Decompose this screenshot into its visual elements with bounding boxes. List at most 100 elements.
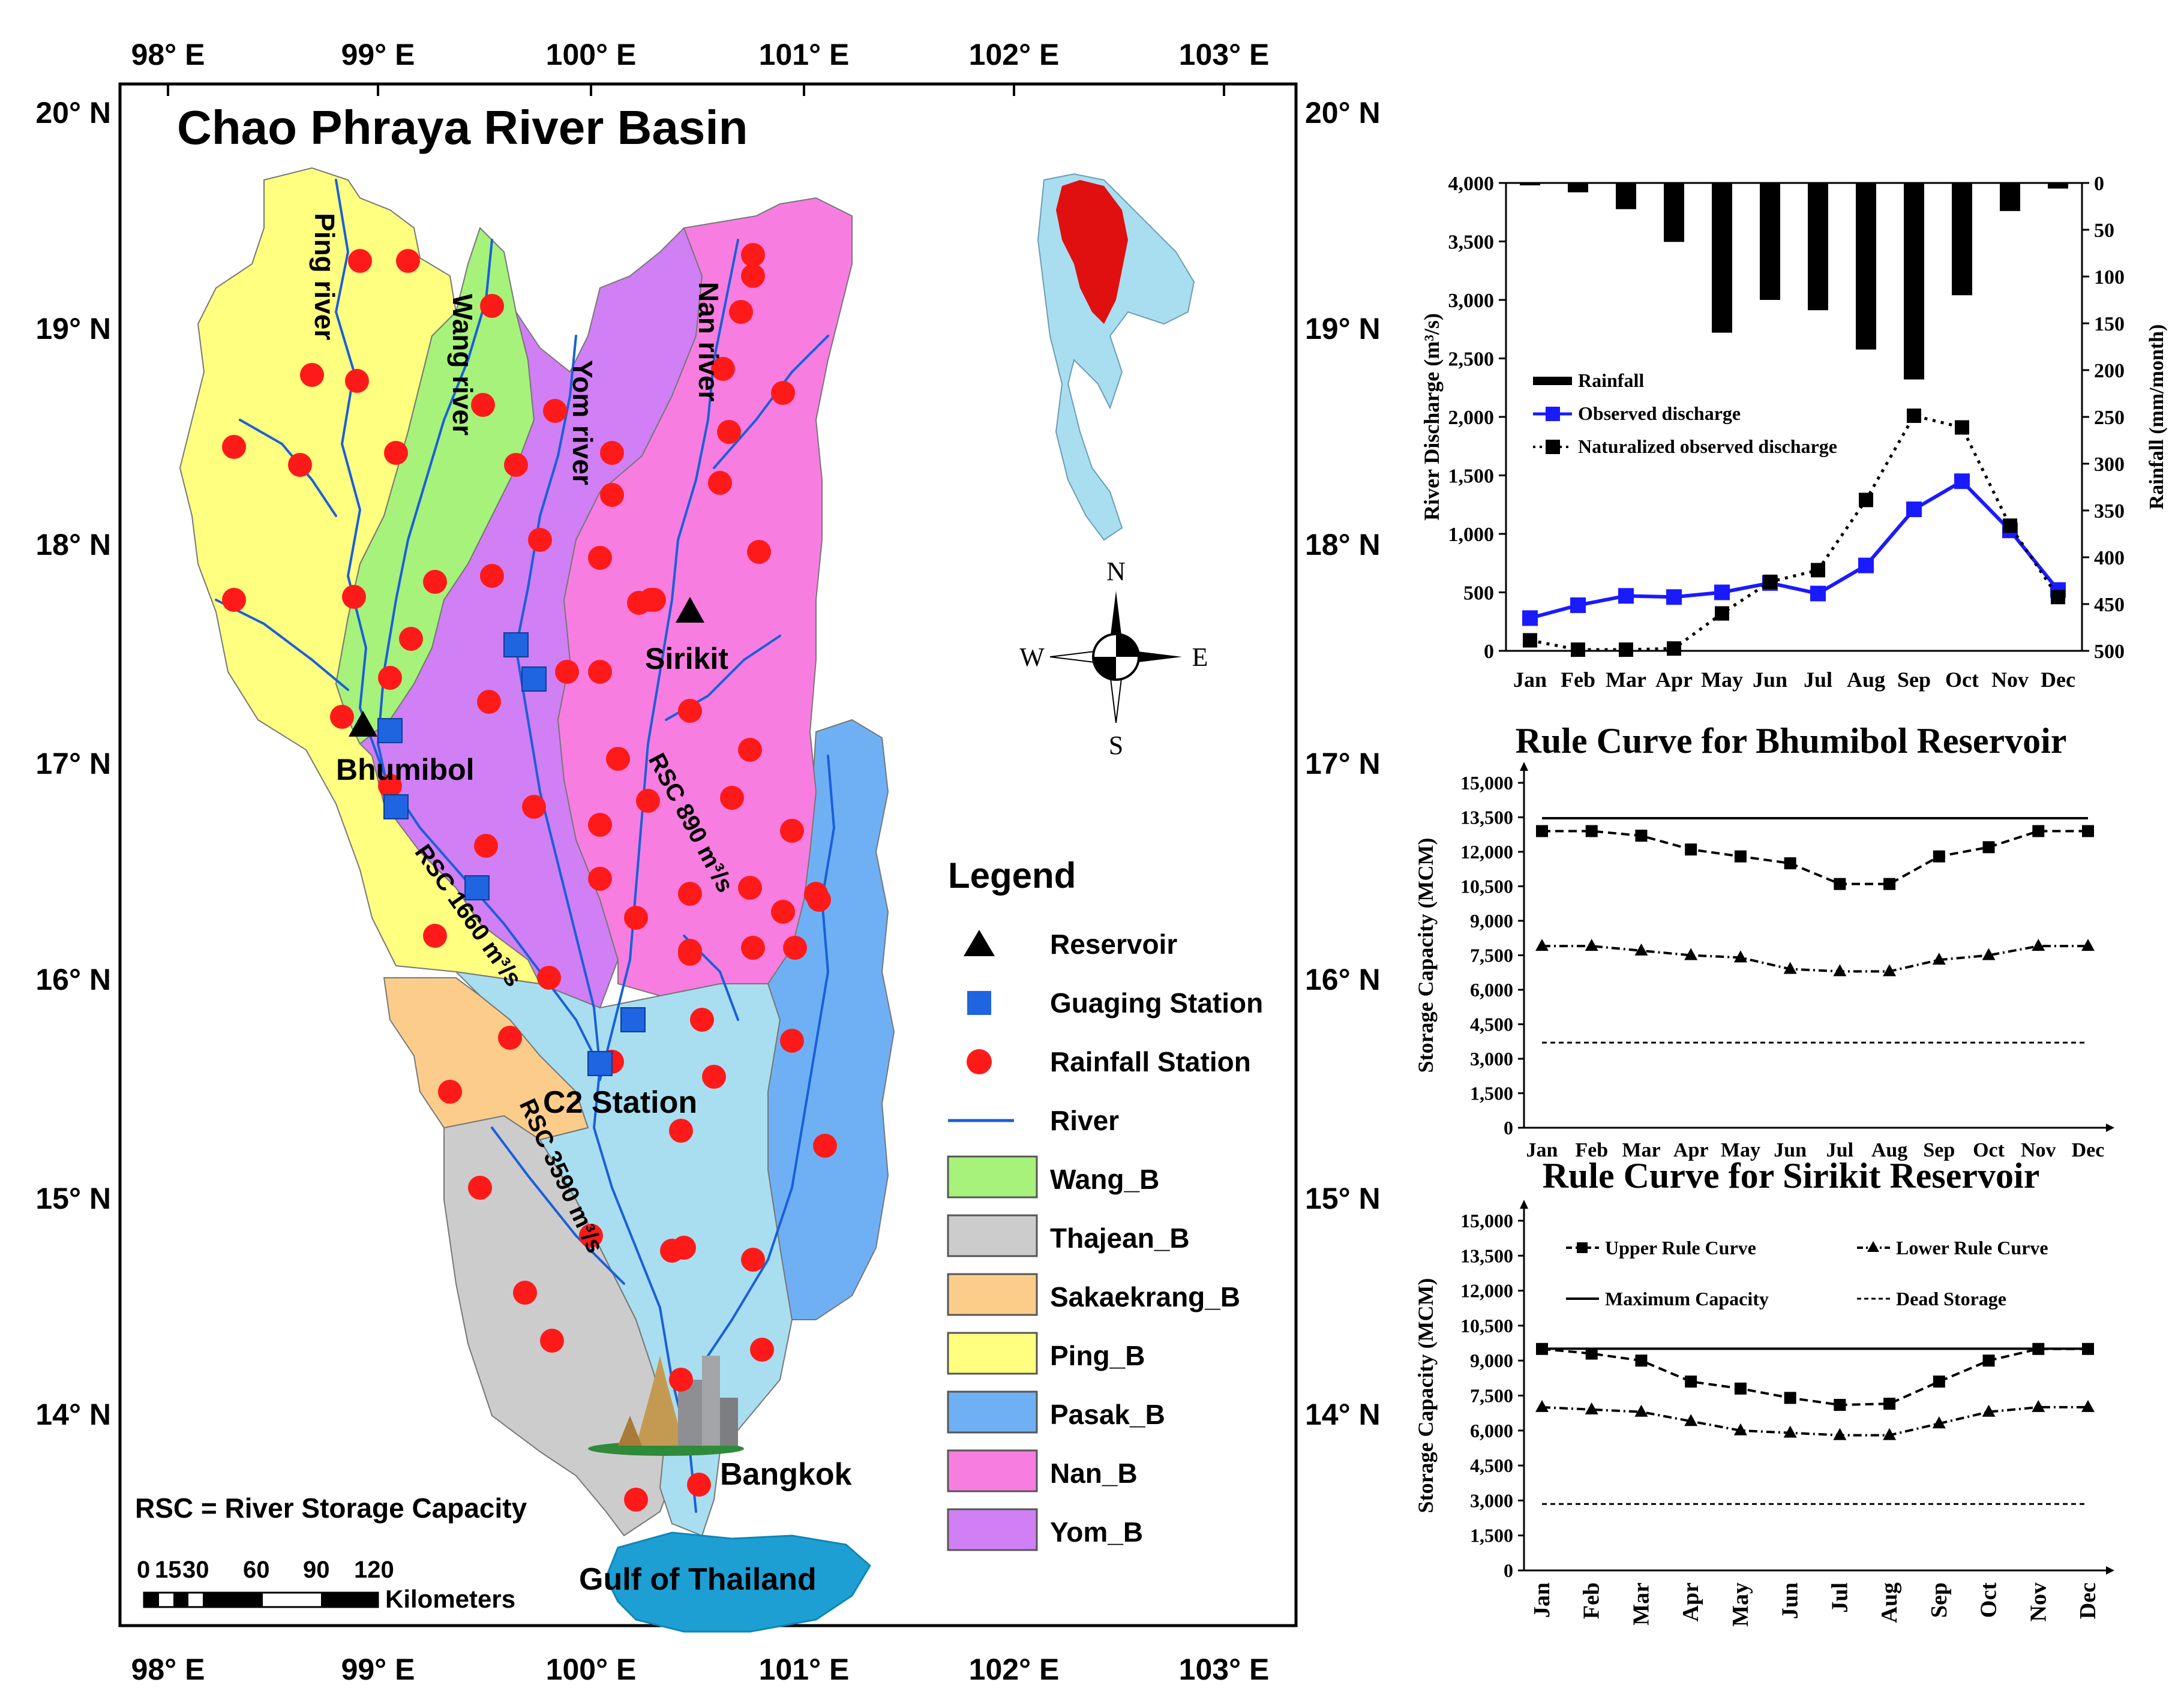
chart1-rainfall-bar bbox=[2048, 183, 2068, 189]
rule-chart-ytick-label: 1,500 bbox=[1470, 1083, 1513, 1104]
chart1-rainfall-bar bbox=[1568, 183, 1588, 193]
bhumibol-label: Bhumibol bbox=[336, 753, 475, 786]
gauging-station-marker bbox=[521, 666, 547, 692]
chart1-y2tick-label: 400 bbox=[2094, 547, 2125, 569]
legend-label: Yom_B bbox=[1050, 1516, 1143, 1548]
chart1-observed-point bbox=[1570, 597, 1586, 613]
rule-lower-curve-point bbox=[1733, 1423, 1747, 1435]
rule-lower-curve-point bbox=[1833, 964, 1847, 977]
legend-swatch-wang_b bbox=[947, 1155, 1038, 1199]
chart1-y2tick-label: 350 bbox=[2094, 500, 2125, 522]
compass-n: N bbox=[1106, 557, 1126, 586]
rule-lower-curve-point bbox=[1535, 1399, 1549, 1412]
reservoir-layer bbox=[349, 597, 704, 737]
gauging-station-marker bbox=[587, 1051, 613, 1076]
rainfall-station-marker bbox=[636, 789, 660, 813]
lat-tick-left: 15° N bbox=[35, 1182, 111, 1215]
chart1-naturalized-point bbox=[1667, 641, 1681, 656]
sirikit-label: Sirikit bbox=[645, 642, 728, 675]
rule-legend-dead: Dead Storage bbox=[1896, 1288, 2006, 1309]
rainfall-station-marker bbox=[477, 690, 501, 714]
rainfall-station-marker bbox=[288, 453, 312, 477]
chart1-y2tick-label: 0 bbox=[2094, 173, 2104, 195]
gauging-station-layer bbox=[377, 632, 646, 1076]
gulf-label: Gulf of Thailand bbox=[579, 1562, 817, 1597]
longitude-ticks-top: 98° E 99° E 100° E 101° E 102° E 103° E bbox=[131, 38, 1269, 96]
chart1-rainfall-bar bbox=[1808, 183, 1828, 311]
lat-tick-left: 17° N bbox=[35, 747, 111, 780]
chart1-ytick-label: 1,500 bbox=[1448, 465, 1495, 488]
chart1-xtick-label: Dec bbox=[2041, 668, 2075, 692]
rainfall-station-marker bbox=[522, 795, 546, 819]
chart1-naturalized-point bbox=[1811, 563, 1825, 578]
rule-chart-ytick-label: 13,500 bbox=[1460, 1245, 1513, 1266]
rule-chart-ytick-label: 6,000 bbox=[1470, 979, 1513, 1001]
rainfall-station-marker bbox=[687, 1473, 711, 1497]
lat-tick-right: 20° N bbox=[1305, 96, 1381, 130]
rule-legend-upper-marker bbox=[1577, 1242, 1588, 1253]
legend-label: Ping_B bbox=[1050, 1340, 1145, 1371]
rainfall-station-marker bbox=[717, 420, 741, 444]
legend-label: Nan_B bbox=[1050, 1458, 1138, 1489]
latitude-ticks-right: 20° N 19° N 18° N 17° N 16° N 15° N 14° N bbox=[1305, 96, 1381, 1431]
rule-chart-title: Rule Curve for Sirikit Reservoir bbox=[1543, 1156, 2040, 1196]
rule-chart-xtick-label: Nov bbox=[2026, 1582, 2051, 1621]
latitude-ticks-left: 20° N 19° N 18° N 17° N 16° N 15° N 14° N bbox=[35, 96, 111, 1431]
rainfall-station-marker bbox=[588, 660, 612, 684]
longitude-ticks-bottom: 98° E 99° E 100° E 101° E 102° E 103° E bbox=[131, 1653, 1270, 1686]
rule-chart-xtick-label: Oct bbox=[1973, 1139, 2005, 1161]
rule-upper-curve-point bbox=[2082, 825, 2094, 837]
rule-lower-curve-point bbox=[1684, 1414, 1698, 1426]
lon-tick-bottom: 102° E bbox=[969, 1653, 1060, 1686]
chart1-legend-naturalized: Naturalized observed discharge bbox=[1578, 435, 1837, 457]
rainfall-station-marker bbox=[729, 300, 753, 324]
rule-chart-x-arrow bbox=[2106, 1124, 2114, 1132]
lat-tick-right: 14° N bbox=[1305, 1398, 1381, 1431]
lat-tick-right: 17° N bbox=[1305, 747, 1381, 780]
chart1-observed-point bbox=[1618, 588, 1634, 604]
rule-chart-ytick-label: 9,000 bbox=[1470, 910, 1513, 932]
rule-chart-xtick-label: Feb bbox=[1579, 1582, 1604, 1619]
chart1-rainfall-bar bbox=[2000, 183, 2020, 211]
rainfall-station-marker bbox=[540, 1329, 564, 1353]
rainfall-station-marker bbox=[720, 786, 744, 810]
rule-lower-curve-line bbox=[1542, 945, 2088, 973]
rule-chart-ytick-label: 7,500 bbox=[1470, 945, 1513, 966]
rule-lower-curve-point bbox=[1982, 1404, 1996, 1417]
scale-tick-60: 60 bbox=[243, 1557, 270, 1583]
gulf-of-thailand bbox=[605, 1531, 871, 1633]
rule-chart-xtick-label: Apr bbox=[1678, 1582, 1703, 1622]
rule-upper-curve-point bbox=[1834, 878, 1846, 890]
rainfall-station-marker bbox=[588, 546, 612, 570]
chart1-ytick-label: 2,500 bbox=[1448, 349, 1495, 371]
rule-lower-curve-line bbox=[1541, 1405, 2088, 1437]
rainfall-station-marker bbox=[606, 747, 630, 771]
lat-tick-right: 16° N bbox=[1305, 963, 1381, 996]
chart1-y2tick-label: 250 bbox=[2094, 407, 2125, 429]
rule-chart-ylabel: Storage Capacity (MCM) bbox=[1414, 1278, 1438, 1513]
chart1-xtick-label: Feb bbox=[1561, 668, 1595, 692]
legend-swatch-nan_b bbox=[947, 1449, 1038, 1492]
wang-river-label: Wang river bbox=[447, 294, 478, 435]
rainfall-station-marker bbox=[345, 369, 369, 393]
rainfall-station-marker bbox=[342, 585, 366, 609]
rainfall-station-marker bbox=[678, 882, 702, 906]
rainfall-station-marker bbox=[780, 819, 804, 843]
chart1-ytick-label: 4,000 bbox=[1448, 173, 1495, 195]
scale-tick-15: 15 bbox=[155, 1557, 182, 1583]
chart1-ytick-label: 2,000 bbox=[1448, 407, 1495, 429]
rainfall-station-marker bbox=[813, 1134, 837, 1158]
gauging-station-marker bbox=[383, 794, 409, 819]
rainfall-station-marker bbox=[222, 435, 246, 459]
rule-lower-curve-point bbox=[1535, 939, 1549, 951]
rule-upper-curve-point bbox=[1834, 1399, 1846, 1411]
rainfall-station-marker bbox=[423, 924, 447, 948]
rule-chart-xtick-label: Sep bbox=[1927, 1582, 1952, 1618]
rule-chart-xtick-label: Jun bbox=[1778, 1582, 1803, 1619]
lon-tick-bottom: 101° E bbox=[759, 1653, 850, 1686]
rainfall-station-marker bbox=[783, 936, 807, 960]
lon-tick-bottom: 98° E bbox=[131, 1653, 205, 1686]
lat-tick-left: 19° N bbox=[35, 312, 111, 346]
rule-chart-title: Rule Curve for Bhumibol Reservoir bbox=[1516, 721, 2067, 761]
rule-chart-ytick-label: 6,000 bbox=[1470, 1420, 1513, 1441]
